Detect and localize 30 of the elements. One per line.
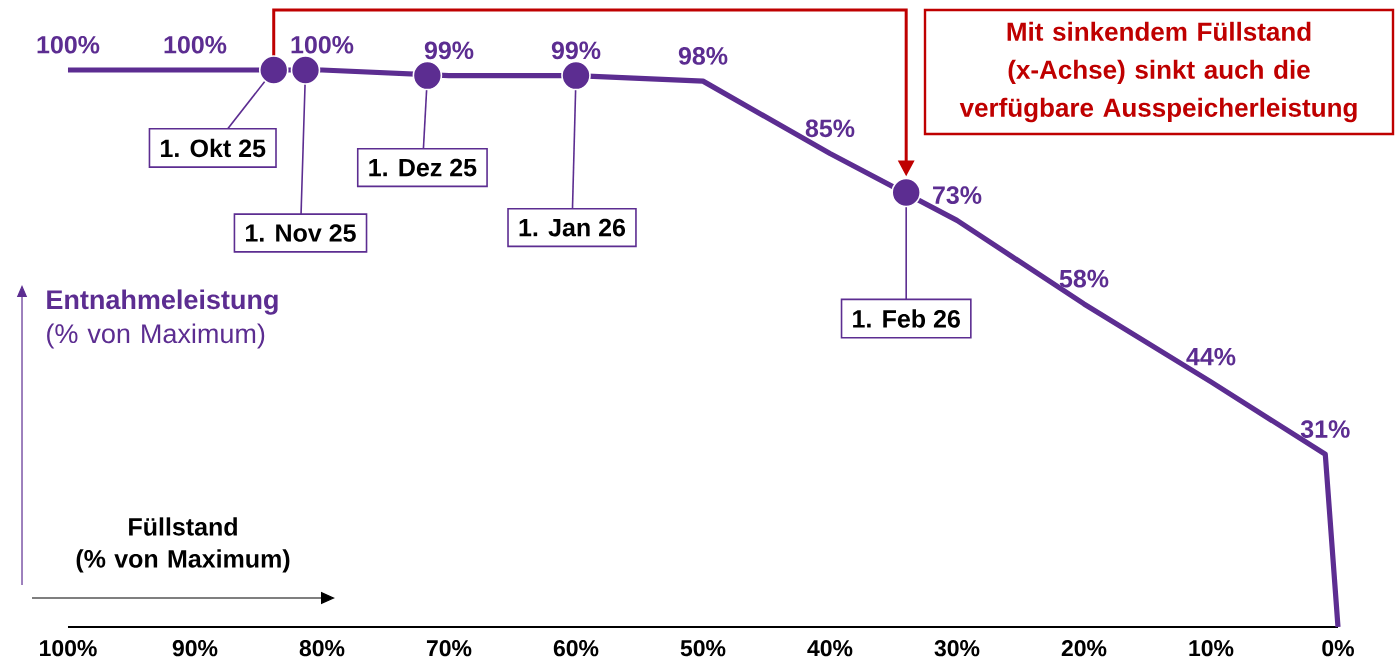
x-tick-label: 100% [40, 640, 97, 657]
annotation: 1. Nov 25 [246, 224, 356, 242]
x-tick-label: 40% [807, 640, 853, 657]
data-label: 100% [37, 35, 100, 54]
x-tick-label: 0% [1322, 640, 1354, 657]
annotation: Mit sinkendem Füllstand (x-Achse) sinkt auch die verfügbare Ausspeicherleistung [959, 21, 1357, 123]
x-tick-label: 90% [172, 640, 218, 657]
x-tick-label: 30% [934, 640, 980, 657]
data-label: 85% [805, 119, 855, 138]
annotation: 1. Dez 25 [369, 158, 477, 177]
x-tick-label: 80% [299, 640, 345, 657]
x-tick-label: 70% [426, 640, 472, 657]
annotation: 1. Jan 26 [519, 218, 626, 237]
data-label: 100% [164, 35, 227, 54]
data-label: 98% [678, 47, 728, 65]
data-label: 100% [291, 35, 354, 54]
annotation: 1. Okt 25 [161, 138, 266, 158]
data-label: 44% [1186, 347, 1236, 366]
x-tick-label: 20% [1061, 640, 1107, 657]
annotation: 1. Feb 26 [853, 309, 960, 328]
x-tick-label: 50% [680, 640, 726, 657]
x-tick-label: 60% [553, 640, 599, 657]
x-tick-label: 10% [1189, 640, 1234, 657]
data-label: 73% [933, 186, 982, 204]
y-axis-title: Entnahmeleistung (% von Maximum) [47, 289, 278, 349]
x-axis-title: Füllstand (% von Maximum) [76, 517, 290, 573]
data-label: 99% [424, 41, 474, 60]
data-label: 31% [1300, 420, 1350, 438]
data-label: 58% [1059, 269, 1109, 288]
data-label: 99% [551, 41, 601, 60]
